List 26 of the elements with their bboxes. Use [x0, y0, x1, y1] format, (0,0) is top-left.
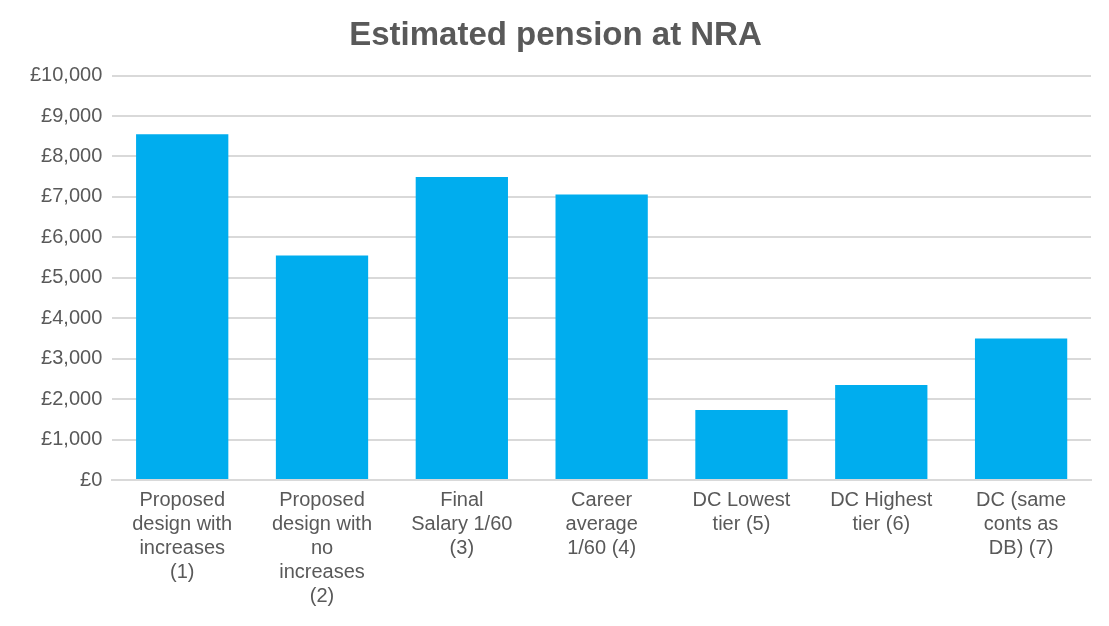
- y-tick-label: £3,000: [41, 346, 103, 369]
- y-tick-label: £5,000: [41, 265, 103, 288]
- y-tick-label: £1,000: [41, 427, 103, 450]
- y-tick-label: £7,000: [41, 184, 103, 207]
- x-tick-label: Career average 1/60 (4): [565, 487, 638, 558]
- y-tick-label: £9,000: [41, 103, 103, 126]
- x-tick-label: DC (same conts as DB) (7): [976, 487, 1067, 558]
- bar: [974, 338, 1068, 479]
- x-tick-label: Proposed design with increases (1): [132, 487, 233, 582]
- bar: [835, 384, 928, 479]
- bar: [415, 177, 508, 479]
- y-tick-label: £4,000: [41, 305, 103, 328]
- y-tick-label: £10,000: [30, 63, 103, 86]
- bar: [136, 134, 229, 479]
- y-tick-label: £8,000: [41, 144, 103, 166]
- x-tick-label: DC Highest tier (6): [830, 487, 933, 534]
- bar: [555, 194, 648, 479]
- y-tick-label: £6,000: [41, 224, 103, 247]
- x-tick-label: DC Lowest tier (5): [692, 487, 791, 534]
- bar: [695, 410, 788, 479]
- chart-title: Estimated pension at NRA: [349, 14, 762, 52]
- x-tick-label: Final Salary 1/60 (3): [411, 487, 513, 558]
- bar: [275, 255, 369, 479]
- y-tick-label: £2,000: [41, 386, 103, 409]
- y-tick-label: £0: [80, 467, 103, 490]
- x-tick-label: Proposed design with no increases (2): [271, 487, 373, 606]
